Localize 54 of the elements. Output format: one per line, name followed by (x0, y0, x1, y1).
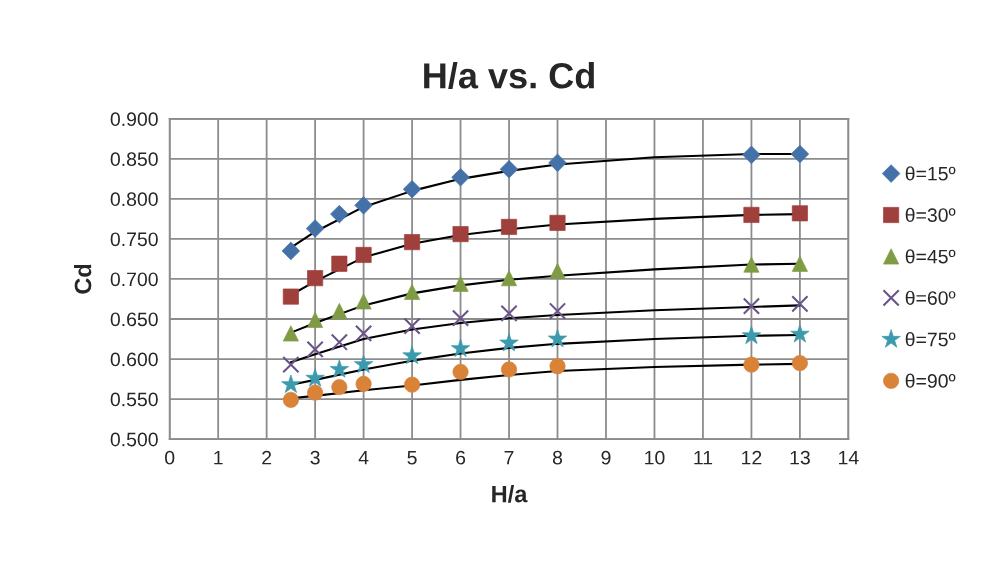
point (403, 317, 421, 335)
y-tick-label: 0.600 (110, 352, 158, 367)
y-tick-label: 0.500 (110, 432, 158, 447)
x-tick-label: 2 (262, 450, 272, 465)
point (742, 145, 761, 165)
chart-title: H/a vs. Cd (424, 62, 594, 89)
point (501, 218, 518, 235)
x-axis-title: H/a (492, 485, 528, 503)
x-tick-label: 3 (310, 450, 320, 465)
x-tick-label: 0 (165, 450, 175, 465)
x-tick-label: 4 (358, 450, 369, 465)
legend-label: θ=75º (905, 332, 956, 347)
x-tick-label: 1 (214, 450, 223, 465)
legend-label: θ=45º (905, 249, 956, 264)
y-tick-label: 0.700 (110, 272, 158, 287)
x-tick-label: 9 (601, 450, 611, 465)
point (354, 324, 373, 343)
line-series (289, 304, 801, 364)
x-tick-label: 6 (456, 450, 466, 465)
point (549, 358, 566, 375)
x-tick-label: 12 (742, 450, 762, 465)
x-tick-label: 14 (839, 450, 859, 465)
y-tick-label: 0.750 (110, 232, 158, 247)
y-tick-label: 0.550 (110, 392, 158, 407)
point (742, 297, 761, 315)
point (549, 214, 566, 231)
legend-label: θ=60º (905, 290, 956, 305)
point (500, 304, 518, 323)
x-tick-label: 10 (645, 450, 665, 465)
point (330, 204, 349, 224)
y-tick-label: 0.850 (110, 152, 158, 167)
y-tick-label: 0.900 (110, 112, 158, 127)
point (307, 270, 324, 287)
point (791, 295, 809, 313)
x-tick-label: 5 (407, 450, 417, 465)
legend-label: θ=30º (905, 207, 956, 222)
x-tick-label: 11 (694, 450, 713, 465)
point (451, 309, 470, 327)
point (404, 234, 421, 251)
point (791, 205, 808, 222)
point (282, 355, 300, 374)
y-tick-label: 0.800 (110, 192, 158, 207)
point (330, 333, 349, 351)
point (548, 302, 567, 320)
point (501, 270, 518, 287)
y-tick-label: 0.650 (110, 312, 158, 327)
legend-label: θ=15º (905, 166, 956, 181)
x-tick-label: 13 (790, 450, 810, 465)
legend-label: θ=90º (905, 373, 956, 388)
point (306, 340, 324, 359)
y-axis-title: Cd (74, 264, 92, 294)
x-tick-label: 7 (504, 450, 514, 465)
point (305, 219, 325, 238)
x-tick-label: 8 (552, 450, 563, 465)
